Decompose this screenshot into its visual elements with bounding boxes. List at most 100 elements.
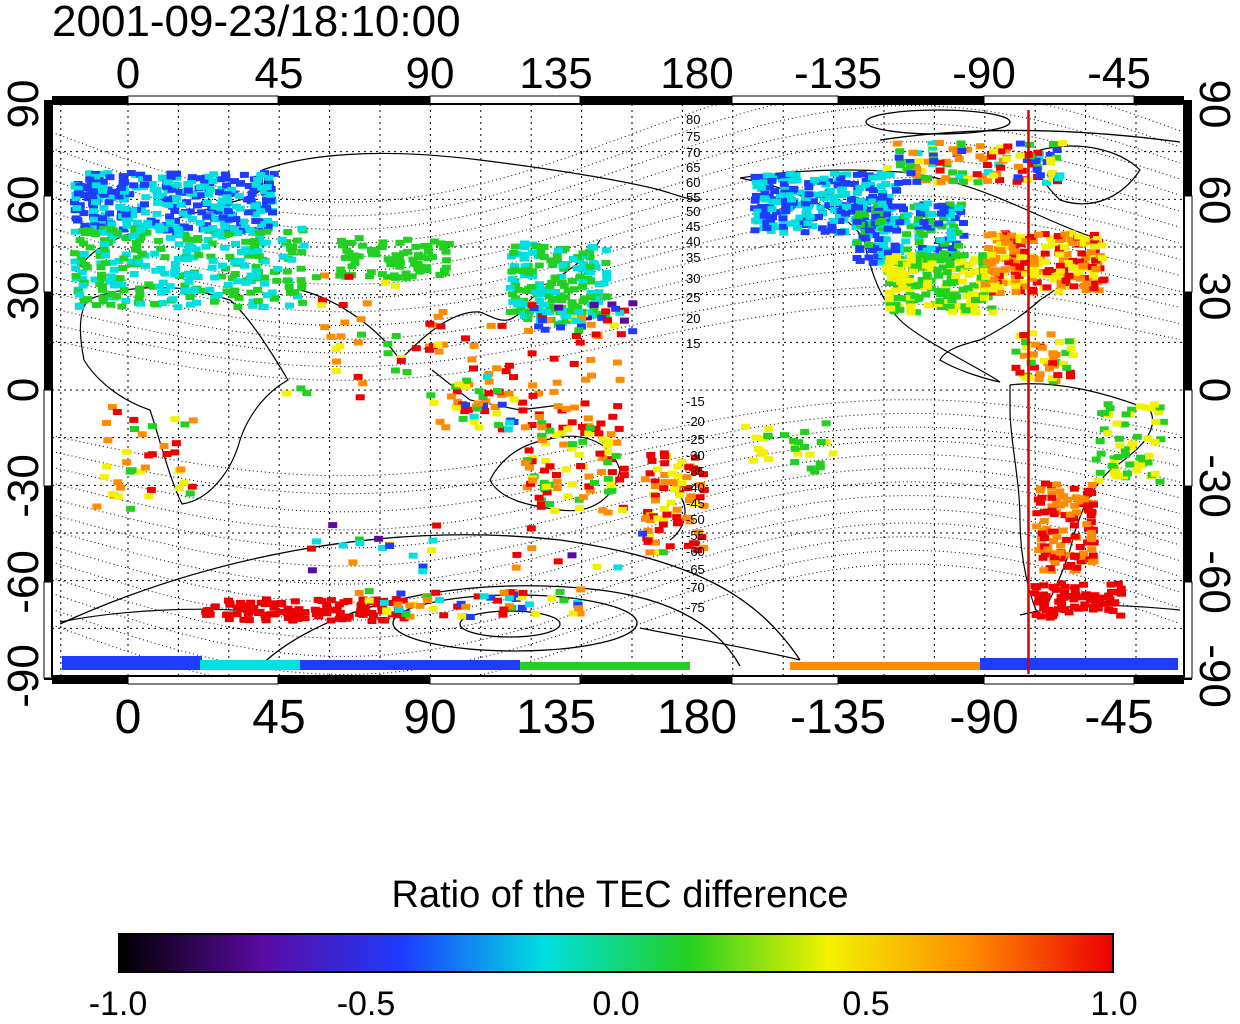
tec-data-cell (1066, 373, 1075, 380)
right-axis-tick-label: -90 (1190, 644, 1239, 708)
tec-data-cell (894, 154, 904, 161)
tec-data-cell (1149, 401, 1159, 408)
tec-data-cell (130, 426, 139, 432)
tec-data-cell (576, 586, 586, 593)
tec-data-cell (541, 458, 551, 465)
tec-data-cell (887, 275, 896, 282)
tec-data-cell (202, 213, 212, 220)
tec-data-cell (401, 274, 411, 281)
tec-data-cell (511, 295, 520, 302)
tec-data-cell (988, 286, 998, 293)
tec-data-cell (128, 212, 138, 219)
tec-data-cell (916, 211, 925, 217)
tec-data-cell (135, 291, 145, 298)
tec-data-cell (558, 424, 568, 431)
tec-data-cell (781, 206, 791, 213)
tec-data-cell (996, 144, 1005, 151)
tec-data-cell (112, 409, 122, 415)
tec-data-cell (90, 231, 100, 237)
tec-data-cell (116, 184, 126, 191)
tec-data-cell (815, 464, 825, 471)
tec-data-cell (401, 611, 411, 617)
tec-data-cell (688, 540, 698, 547)
tec-data-cell (790, 445, 800, 452)
tec-data-cell (314, 613, 324, 620)
tec-data-cell (407, 273, 417, 280)
tec-data-cell (1099, 426, 1109, 433)
tec-data-cell (1075, 544, 1085, 550)
tec-data-cell (114, 193, 124, 200)
tec-data-cell (1057, 600, 1066, 607)
tec-data-cell (606, 482, 616, 489)
tec-data-cell (915, 256, 925, 263)
tec-data-cell (886, 305, 896, 312)
tec-data-cell (651, 497, 660, 504)
tec-data-cell (357, 331, 366, 338)
tec-data-cell (426, 392, 436, 399)
tec-data-cell (253, 286, 263, 293)
tec-data-cell (922, 257, 932, 264)
tec-data-cell (1154, 409, 1164, 416)
magnetic-latitude-contour (51, 426, 1181, 513)
tec-data-cell (897, 268, 907, 275)
tec-data-cell (892, 140, 902, 147)
tec-data-cell (377, 244, 387, 251)
tec-data-cell (958, 278, 968, 285)
tec-data-cell (1049, 538, 1059, 545)
tec-data-cell (175, 188, 185, 195)
tec-data-cell (146, 486, 156, 493)
tec-data-cell (379, 599, 389, 606)
tec-data-cell (180, 421, 190, 428)
tec-data-cell (563, 493, 573, 500)
tec-data-cell (594, 289, 604, 296)
tec-data-cell (935, 298, 945, 304)
tec-data-cell (658, 521, 668, 528)
tec-data-cell (328, 607, 338, 614)
tec-data-cell (1140, 404, 1150, 411)
tec-data-cell (895, 219, 905, 226)
tec-data-cell (220, 224, 230, 231)
tec-data-cell (408, 256, 418, 263)
tec-data-cell (355, 394, 365, 401)
magnetic-latitude-contour (51, 508, 1181, 621)
tec-data-cell (576, 323, 586, 330)
tec-data-cell (911, 283, 921, 289)
tec-data-cell (176, 201, 186, 208)
tec-data-cell (256, 208, 266, 215)
bottom-axis-tick-label: -135 (790, 691, 886, 744)
tec-data-cell (906, 252, 916, 258)
tec-data-cell (955, 258, 965, 265)
tec-data-cell (239, 171, 249, 178)
tec-data-cell (571, 333, 581, 339)
tec-data-cell (243, 603, 253, 610)
bottom-axis-tick-label: 135 (516, 691, 596, 744)
tec-data-cell (525, 464, 534, 471)
tec-data-cell (835, 203, 845, 210)
tec-data-cell (1054, 288, 1064, 295)
tec-data-cell (323, 605, 332, 612)
tec-data-cell (1026, 234, 1036, 241)
left-axis-tick-label: -60 (0, 550, 48, 614)
tec-data-cell (1069, 283, 1079, 290)
tec-data-cell (109, 282, 119, 289)
tec-data-cell (804, 191, 814, 198)
tec-data-cell (82, 264, 92, 271)
tec-data-cell (545, 427, 555, 434)
tec-data-cell (827, 221, 837, 228)
tec-data-cell (587, 372, 596, 379)
tec-data-cell (195, 219, 205, 226)
tec-data-cell (981, 273, 991, 280)
tec-data-cell (941, 284, 951, 290)
tec-data-cell (156, 265, 166, 272)
tec-data-cell (1013, 174, 1023, 181)
tec-data-cell (830, 170, 840, 177)
tec-data-cell (902, 261, 912, 268)
tec-data-cell (173, 255, 183, 262)
tec-data-cell (223, 282, 233, 288)
tec-data-cell (846, 195, 856, 202)
tec-data-cell (1042, 269, 1052, 276)
tec-data-cell (819, 175, 829, 182)
tec-data-cell (528, 249, 538, 256)
tec-data-cell (96, 264, 106, 271)
tec-data-cell (886, 271, 896, 277)
